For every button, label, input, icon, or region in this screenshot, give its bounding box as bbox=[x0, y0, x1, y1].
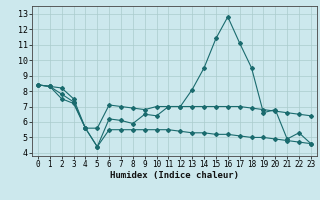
X-axis label: Humidex (Indice chaleur): Humidex (Indice chaleur) bbox=[110, 171, 239, 180]
